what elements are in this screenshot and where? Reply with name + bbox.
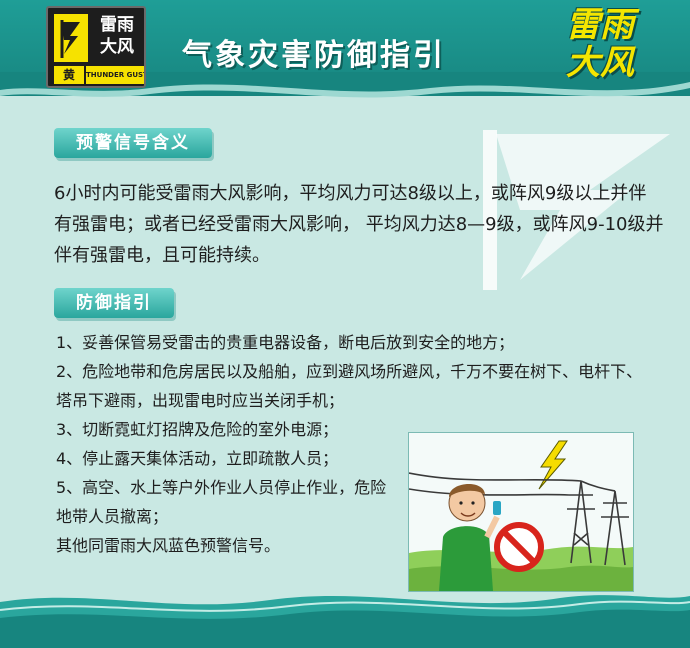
guide-item: 1、妥善保管易受雷击的贵重电器设备，断电后放到安全的地方； xyxy=(56,333,515,352)
badge-cn-line1: 雷雨 xyxy=(100,15,134,35)
guide-item: 3、切断霓虹灯招牌及危险的室外电源； xyxy=(56,420,339,439)
guide-item: 5、高空、水上等户外作业人员停止作业，危险地带人员撤离； xyxy=(56,478,387,526)
corner-title-line1: 雷雨 xyxy=(566,5,634,45)
lightning-flag-icon xyxy=(54,14,88,62)
safety-illustration xyxy=(408,432,634,592)
background-lightning-icon xyxy=(483,130,670,290)
corner-title: 雷雨 大风 xyxy=(520,6,680,82)
corner-title-line2: 大风 xyxy=(566,43,634,83)
guide-item: 4、停止露天集体活动，立即疏散人员； xyxy=(56,449,339,468)
person-phone-icon xyxy=(439,483,501,591)
no-phone-sign-icon xyxy=(494,522,544,572)
section-label-guide: 防御指引 xyxy=(54,288,174,318)
page-title: 气象灾害防御指引 xyxy=(182,38,446,73)
badge-level-label: 黄 xyxy=(54,66,84,84)
lightning-bolt-icon xyxy=(538,440,568,490)
footer-wave-decoration xyxy=(0,595,690,648)
section-label-meaning: 预警信号含义 xyxy=(54,128,212,158)
guide-list: 1、妥善保管易受雷击的贵重电器设备，断电后放到安全的地方； 2、危险地带和危房居… xyxy=(56,328,656,560)
power-tower-icon xyxy=(409,472,629,566)
warning-signal-badge: 雷雨 大风 黄 THUNDER GUST xyxy=(46,6,146,88)
badge-cn-line2: 大风 xyxy=(100,37,134,57)
header-wave-decoration xyxy=(0,72,690,98)
guide-item: 其他同雷雨大风蓝色预警信号。 xyxy=(56,536,281,555)
badge-en-label: THUNDER GUST xyxy=(86,66,144,84)
guide-item: 2、危险地带和危房居民以及船舶，应到避风场所避风，千万不要在树下、电杆下、塔吊下… xyxy=(56,362,643,410)
badge-cn-text: 雷雨 大风 xyxy=(92,14,142,58)
warning-meaning-text: 6小时内可能受雷雨大风影响，平均风力可达8级以上，或阵风9级以上并伴有强雷电；或… xyxy=(54,183,664,266)
